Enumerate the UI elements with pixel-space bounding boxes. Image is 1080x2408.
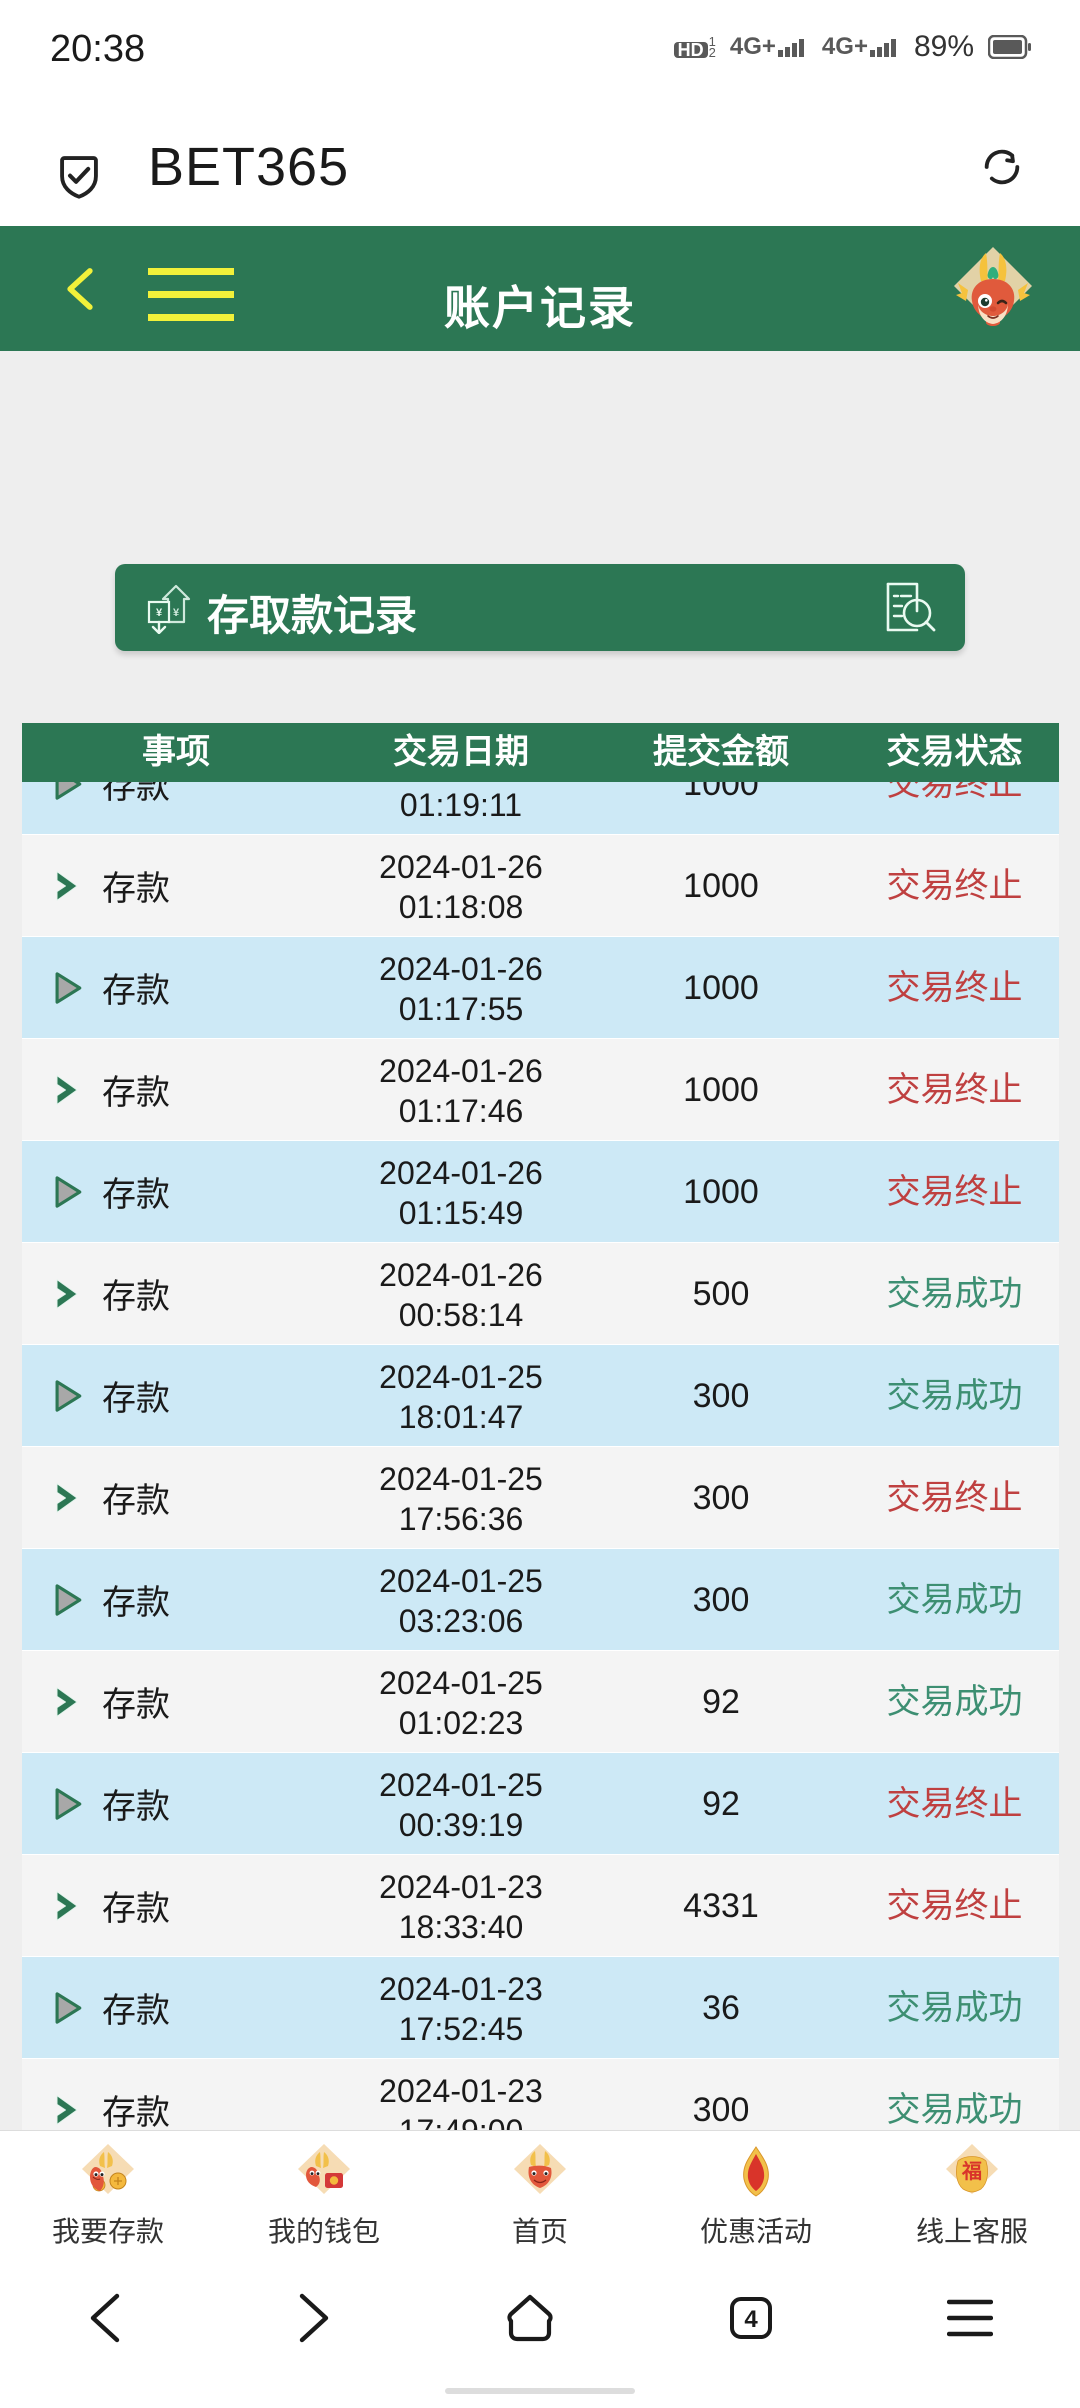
svg-text:¥: ¥ bbox=[156, 607, 163, 619]
svg-text:福: 福 bbox=[961, 2160, 982, 2183]
svg-text:¥: ¥ bbox=[173, 607, 180, 619]
svg-text:4: 4 bbox=[744, 2306, 758, 2333]
